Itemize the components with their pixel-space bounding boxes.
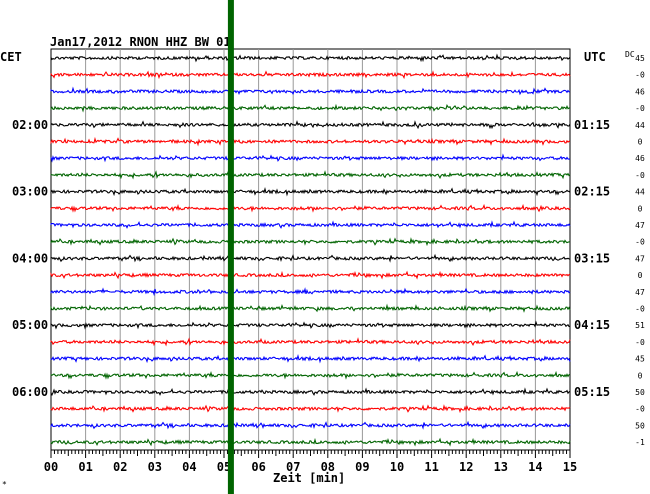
utc-hour-label-3: 04:15 xyxy=(574,318,610,332)
trace-row-9 xyxy=(50,203,571,213)
dc-offset-18: 45 xyxy=(635,355,645,364)
utc-label: UTC xyxy=(584,50,606,64)
x-tick-label-10: 10 xyxy=(390,460,404,474)
trace-row-21 xyxy=(50,404,571,414)
dc-offset-20: 50 xyxy=(635,388,645,397)
dc-offset-9: 0 xyxy=(638,204,643,213)
trace-row-5 xyxy=(50,136,571,147)
trace-row-15 xyxy=(50,303,571,313)
trace-row-19 xyxy=(50,370,571,380)
dc-offset-21: -0 xyxy=(635,405,645,414)
labels: Jan17,2012 RNON HHZ BW 01 CET UTC DC Zei… xyxy=(0,35,635,489)
x-tick-label-07: 07 xyxy=(286,460,300,474)
x-tick-label-12: 12 xyxy=(459,460,473,474)
utc-hour-label-2: 03:15 xyxy=(574,251,610,265)
cet-hour-label-2: 04:00 xyxy=(12,251,48,265)
grid xyxy=(50,48,571,451)
trace-row-2 xyxy=(50,86,571,96)
dc-offset-2: 46 xyxy=(635,87,645,96)
x-axis: 00 01 02 03 04 05 06 07 08 09 10 11 12 13 14 15 xyxy=(44,450,577,474)
dc-offset-16: 51 xyxy=(635,321,645,330)
dc-offset-5: 0 xyxy=(638,138,643,147)
cet-label: CET xyxy=(0,50,22,64)
x-tick-label-02: 02 xyxy=(113,460,127,474)
x-tick-label-00: 00 xyxy=(44,460,58,474)
event-marker-line xyxy=(227,0,234,494)
trace-row-13 xyxy=(50,270,571,280)
trace-row-6 xyxy=(50,153,571,163)
trace-row-20 xyxy=(50,387,571,396)
trace-row-4 xyxy=(50,120,571,130)
x-tick-label-03: 03 xyxy=(148,460,162,474)
trace-lines: 45 -0 46 -0 44 0 46 -0 44 0 47 -0 47 0 47 -0 51 -0 45 0 50 -0… xyxy=(50,53,645,447)
trace-row-16 xyxy=(50,320,571,330)
trace-row-10 xyxy=(50,220,571,229)
cet-hour-label-0: 02:00 xyxy=(12,118,48,132)
chart-title: Jan17,2012 RNON HHZ BW 01 xyxy=(50,35,231,49)
dc-offset-15: -0 xyxy=(635,305,645,314)
trace-row-3 xyxy=(50,103,571,113)
x-tick-label-13: 13 xyxy=(494,460,508,474)
dc-offset-12: 47 xyxy=(635,254,645,263)
x-tick-label-01: 01 xyxy=(78,460,92,474)
dc-offset-8: 44 xyxy=(635,188,645,197)
trace-row-14 xyxy=(50,287,571,297)
trace-row-7 xyxy=(50,170,571,180)
trace-row-18 xyxy=(50,353,571,364)
dc-offset-0: 45 xyxy=(635,54,645,63)
dc-offset-6: 46 xyxy=(635,154,645,163)
dc-offset-22: 50 xyxy=(635,421,645,430)
x-tick-label-05: 05 xyxy=(217,460,231,474)
utc-hour-label-4: 05:15 xyxy=(574,385,610,399)
dc-offset-11: -0 xyxy=(635,238,645,247)
x-tick-label-04: 04 xyxy=(182,460,196,474)
dc-offset-19: 0 xyxy=(638,371,643,380)
trace-row-0 xyxy=(50,53,571,63)
dc-offset-4: 44 xyxy=(635,121,645,130)
x-tick-label-06: 06 xyxy=(251,460,265,474)
utc-hour-label-0: 01:15 xyxy=(574,118,610,132)
dc-offset-1: -0 xyxy=(635,71,645,80)
dc-offset-14: 47 xyxy=(635,288,645,297)
trace-row-11 xyxy=(50,237,571,247)
cet-hour-label-1: 03:00 xyxy=(12,185,48,199)
dc-label: DC xyxy=(625,50,635,59)
trace-row-8 xyxy=(50,186,571,197)
dc-offset-7: -0 xyxy=(635,171,645,180)
utc-hour-label-1: 02:15 xyxy=(574,185,610,199)
dc-offset-10: 47 xyxy=(635,221,645,230)
dc-offset-23: -1 xyxy=(635,438,645,447)
cet-hour-label-3: 05:00 xyxy=(12,318,48,332)
x-tick-label-08: 08 xyxy=(321,460,335,474)
trace-row-12 xyxy=(50,253,571,263)
dc-offset-3: -0 xyxy=(635,104,645,113)
cet-hour-label-4: 06:00 xyxy=(12,385,48,399)
x-tick-label-09: 09 xyxy=(355,460,369,474)
trace-row-22 xyxy=(50,420,571,430)
x-tick-label-15: 15 xyxy=(563,460,577,474)
trace-row-23 xyxy=(50,437,571,447)
x-axis-label: Zeit [min] xyxy=(273,471,345,485)
footnote-mark: * xyxy=(2,480,7,489)
trace-row-1 xyxy=(50,70,571,80)
x-tick-label-11: 11 xyxy=(424,460,438,474)
trace-row-17 xyxy=(50,337,571,347)
dc-offset-13: 0 xyxy=(638,271,643,280)
x-tick-label-14: 14 xyxy=(528,460,542,474)
dc-offset-17: -0 xyxy=(635,338,645,347)
event-marker-layer xyxy=(227,0,234,494)
